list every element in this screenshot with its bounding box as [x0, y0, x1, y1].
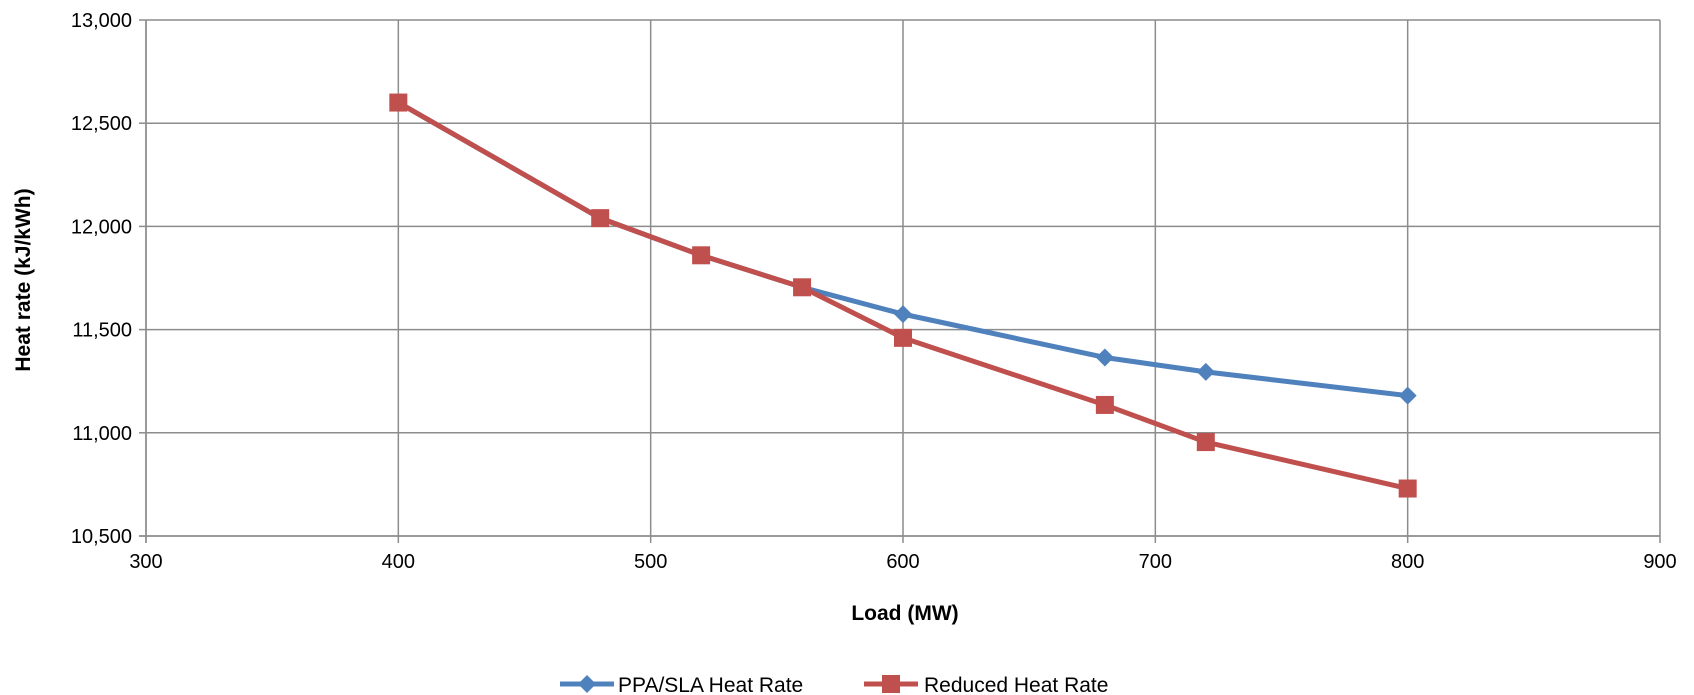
data-point	[1196, 362, 1215, 381]
data-point	[894, 305, 912, 324]
axes	[139, 19, 1661, 543]
x-tick-label: 500	[634, 551, 667, 573]
x-tick-label: 700	[1139, 551, 1172, 573]
data-point	[1196, 433, 1215, 452]
data-point	[793, 278, 812, 297]
data-point	[1095, 395, 1114, 414]
data-point	[591, 209, 610, 228]
data-point	[1398, 479, 1417, 498]
data-point	[1095, 348, 1114, 367]
legend-item: Reduced Heat Rate	[864, 674, 1108, 695]
data-point	[692, 246, 711, 265]
data-point	[1398, 386, 1417, 405]
y-tick-label: 12,000	[71, 216, 132, 238]
legend-label: PPA/SLA Heat Rate	[618, 674, 803, 695]
y-axis-title: Heat rate (kJ/kWh)	[12, 188, 35, 371]
x-tick-label: 300	[129, 551, 162, 573]
legend-marker	[578, 675, 596, 693]
x-tick-label: 800	[1391, 551, 1424, 573]
y-tick-label: 11,500	[72, 320, 132, 342]
y-tick-labels: 10,500 11,000 11,500 12,000 12,500 13,000	[71, 10, 132, 548]
x-axis-title: Load (MW)	[851, 602, 958, 625]
x-tick-label: 600	[886, 551, 919, 573]
series-group	[389, 93, 1417, 498]
data-point	[894, 328, 912, 347]
legend-label: Reduced Heat Rate	[924, 674, 1108, 695]
series-2	[389, 93, 1417, 498]
x-tick-label: 400	[382, 551, 415, 573]
y-tick-label: 13,000	[71, 10, 132, 32]
grid-lines	[145, 19, 1661, 537]
legend-marker	[882, 675, 900, 693]
x-tick-labels: 300 400 500 600 700 800 900	[129, 551, 1676, 573]
legend-item: PPA/SLA Heat Rate	[560, 674, 803, 695]
y-tick-label: 10,500	[71, 526, 132, 548]
data-point	[389, 93, 408, 112]
legend: PPA/SLA Heat Rate Reduced Heat Rate	[560, 674, 1108, 695]
x-tick-label: 900	[1643, 551, 1676, 573]
y-tick-label: 12,500	[71, 113, 132, 135]
y-tick-label: 11,000	[72, 423, 132, 445]
series-line	[397, 100, 1409, 491]
